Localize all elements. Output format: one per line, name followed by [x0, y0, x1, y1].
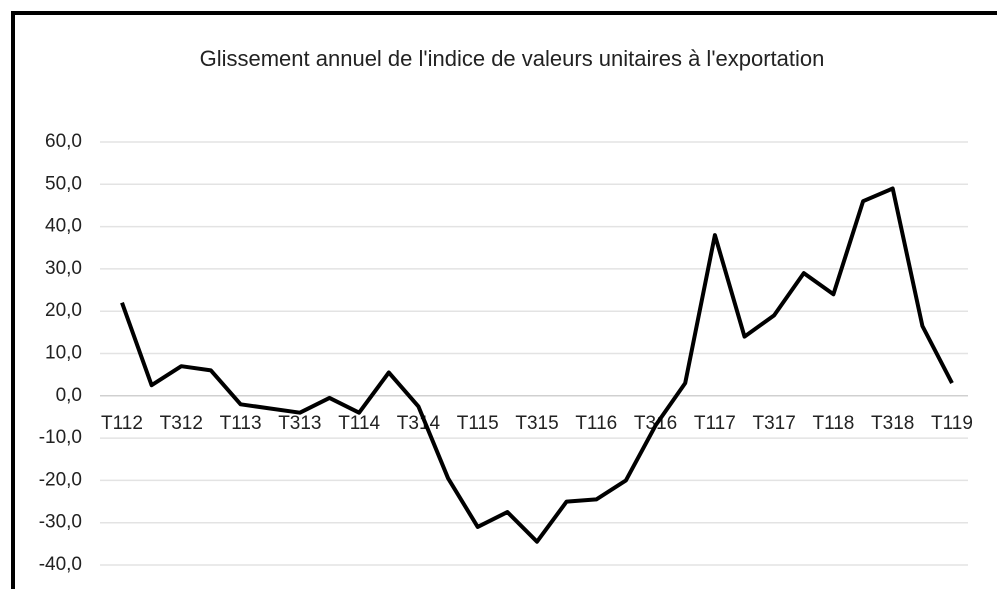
chart-title: Glissement annuel de l'indice de valeurs… — [199, 46, 825, 71]
y-tick-label: -30,0 — [39, 512, 82, 533]
x-tick-label: T312 — [160, 413, 203, 434]
x-tick-label: T115 — [457, 413, 499, 434]
x-tick-label: T113 — [220, 413, 262, 434]
y-tick-label: 30,0 — [45, 258, 82, 279]
x-tick-label: T116 — [575, 413, 617, 434]
y-tick-label: -20,0 — [39, 469, 82, 490]
x-tick-label: T117 — [694, 413, 736, 434]
x-tick-label: T119 — [931, 413, 973, 434]
x-tick-label: T313 — [278, 413, 321, 434]
x-tick-label: T114 — [338, 413, 380, 434]
data-line — [120, 186, 954, 544]
y-tick-label: 0,0 — [56, 385, 82, 406]
y-tick-label: 60,0 — [45, 131, 82, 152]
x-tick-label: T318 — [871, 413, 914, 434]
y-tick-label: 40,0 — [45, 216, 82, 237]
x-tick-label: T118 — [812, 413, 854, 434]
y-tick-label: 10,0 — [45, 343, 82, 364]
frame-border — [11, 11, 997, 589]
y-tick-label: 50,0 — [45, 173, 82, 194]
y-tick-label: -40,0 — [39, 554, 82, 575]
y-tick-label: 20,0 — [45, 300, 82, 321]
x-tick-label: T317 — [752, 413, 795, 434]
x-tick-label: T112 — [101, 413, 143, 434]
x-tick-label: T315 — [515, 413, 558, 434]
y-tick-label: -10,0 — [39, 427, 82, 448]
x-tick-label: T314 — [397, 413, 441, 434]
